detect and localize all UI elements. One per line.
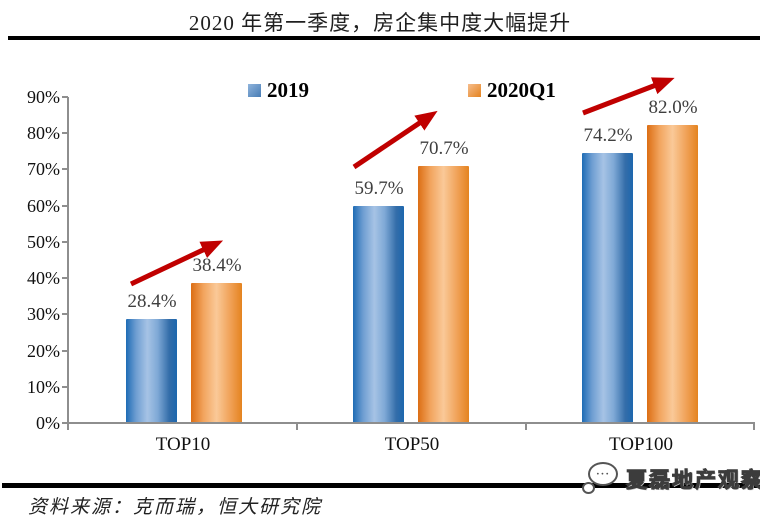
y-tick-label: 70% <box>27 159 60 179</box>
legend-item-2019: 2019 <box>248 80 309 101</box>
y-axis-tick <box>62 422 68 424</box>
legend-item-2020q1: 2020Q1 <box>468 80 556 101</box>
watermark: ··· 夏磊地产观察 <box>578 458 760 496</box>
y-axis-tick <box>62 132 68 134</box>
bar-2020q1-top10 <box>191 283 242 422</box>
category-label-top50: TOP50 <box>384 434 440 455</box>
data-label-2020q1-top50: 70.7% <box>419 138 469 159</box>
y-axis-tick <box>62 277 68 279</box>
bar-2019-top100 <box>582 153 633 422</box>
x-axis-tick <box>296 424 298 430</box>
legend-swatch-2019 <box>248 84 261 97</box>
speech-bubble-small-icon <box>582 482 595 494</box>
y-axis-tick <box>62 241 68 243</box>
bar-2020q1-top50 <box>418 166 469 422</box>
data-label-2020q1-top100: 82.0% <box>648 97 698 118</box>
x-axis-tick <box>753 424 755 430</box>
watermark-text: 夏磊地产观察 <box>626 468 760 493</box>
footer-divider-line <box>2 483 760 488</box>
y-axis-line <box>67 97 69 424</box>
y-axis-tick <box>62 205 68 207</box>
y-axis-tick <box>62 350 68 352</box>
data-label-2020q1-top10: 38.4% <box>192 255 242 276</box>
y-tick-label: 30% <box>27 304 60 324</box>
data-label-2019-top10: 28.4% <box>127 291 177 312</box>
chart-title: 2020 年第一季度，房企集中度大幅提升 <box>188 11 572 35</box>
y-tick-label: 90% <box>27 87 60 107</box>
y-tick-label: 0% <box>36 413 60 433</box>
speech-bubble-icon: ··· <box>588 462 618 486</box>
bar-2019-top10 <box>126 319 177 422</box>
y-tick-label: 80% <box>27 123 60 143</box>
legend-label-2020q1: 2020Q1 <box>487 78 556 102</box>
bar-2020q1-top100 <box>647 125 698 422</box>
data-label-2019-top100: 74.2% <box>583 125 633 146</box>
y-tick-label: 40% <box>27 268 60 288</box>
legend-label-2019: 2019 <box>267 78 309 102</box>
x-axis-line <box>68 422 755 424</box>
source-note: 资料来源：克而瑞，恒大研究院 <box>28 497 323 518</box>
y-tick-label: 50% <box>27 232 60 252</box>
x-axis-tick <box>67 424 69 430</box>
bar-2019-top50 <box>353 206 404 422</box>
x-axis-tick <box>525 424 527 430</box>
data-label-2019-top50: 59.7% <box>354 178 404 199</box>
y-tick-label: 20% <box>27 341 60 361</box>
y-axis-tick <box>62 313 68 315</box>
y-tick-label: 10% <box>27 377 60 397</box>
category-label-top10: TOP10 <box>155 434 211 455</box>
y-axis-tick <box>62 96 68 98</box>
title-divider-line <box>8 36 760 40</box>
category-label-top100: TOP100 <box>608 434 674 455</box>
y-axis-tick <box>62 386 68 388</box>
legend-swatch-2020q1 <box>468 84 481 97</box>
y-axis-tick <box>62 168 68 170</box>
y-tick-label: 60% <box>27 196 60 216</box>
